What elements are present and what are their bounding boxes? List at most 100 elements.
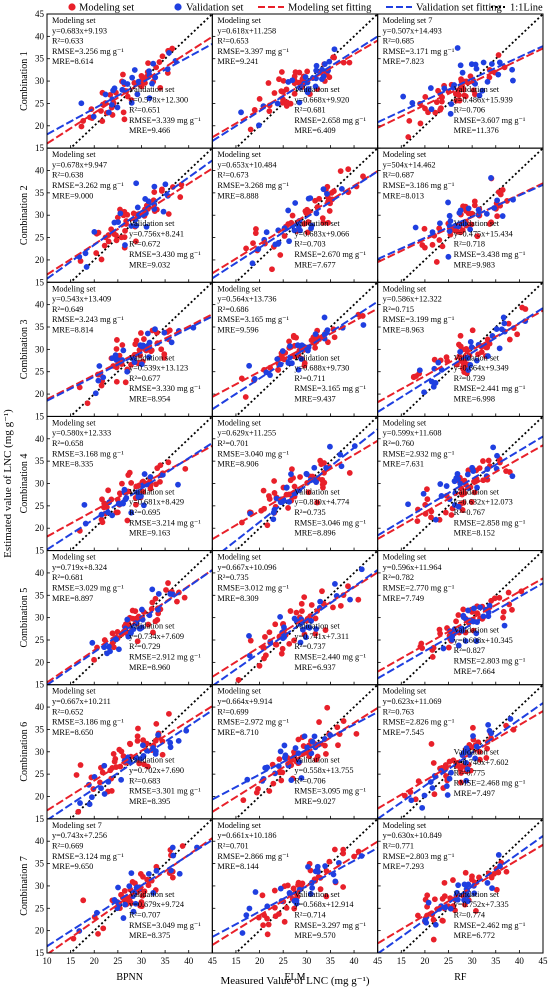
- y-tick-label: 40: [35, 568, 45, 578]
- validation-point: [317, 598, 324, 605]
- modeling-point: [406, 117, 413, 124]
- validation-point: [91, 229, 98, 235]
- validation-stat: y=0.702x+7.690: [129, 766, 184, 775]
- modeling-stat: MRE=8.614: [52, 57, 94, 66]
- modeling-point: [322, 742, 328, 749]
- validation-point: [113, 357, 120, 364]
- modeling-point: [326, 208, 333, 214]
- modeling-point: [319, 477, 325, 483]
- modeling-point: [128, 900, 135, 906]
- modeling-stat: y=0.667x+10.096: [217, 563, 276, 572]
- validation-point: [464, 766, 471, 773]
- validation-point: [467, 339, 474, 345]
- modeling-point: [166, 710, 172, 717]
- modeling-point: [250, 240, 256, 247]
- validation-stat: y=0.632x+12.073: [454, 498, 513, 507]
- legend-marker-validation: [174, 3, 182, 11]
- validation-point: [400, 93, 407, 100]
- modeling-point: [422, 105, 428, 112]
- validation-point: [448, 769, 454, 776]
- modeling-point: [337, 168, 344, 175]
- validation-point: [467, 226, 474, 233]
- validation-point: [255, 122, 262, 129]
- validation-point: [277, 885, 284, 892]
- modeling-stat: MRE=7.545: [383, 728, 424, 737]
- modeling-point: [174, 598, 180, 605]
- validation-point: [147, 474, 154, 480]
- y-tick-label: 40: [35, 166, 45, 176]
- modeling-stat: MRE=8.888: [217, 191, 258, 200]
- validation-point: [409, 100, 416, 106]
- modeling-stat: RMSE=3.029 mg g⁻¹: [52, 583, 124, 592]
- modeling-point: [497, 191, 504, 198]
- validation-point: [331, 46, 338, 53]
- modeling-point: [260, 487, 267, 494]
- modeling-point: [290, 885, 297, 892]
- modeling-point: [314, 753, 321, 760]
- modeling-point: [261, 655, 267, 662]
- modeling-point: [177, 194, 184, 200]
- validation-point: [101, 762, 108, 769]
- modeling-point: [503, 468, 509, 475]
- one-to-one-line: [69, 148, 213, 283]
- modeling-point: [455, 612, 462, 618]
- validation-point: [149, 80, 155, 87]
- validation-point: [107, 648, 113, 655]
- y-tick-label: 35: [35, 54, 45, 64]
- y-tick-label: 25: [35, 635, 45, 645]
- modeling-stat: y=0.580x+12.333: [52, 429, 111, 438]
- modeling-point: [456, 97, 463, 104]
- modeling-point: [439, 98, 445, 105]
- validation-point: [473, 65, 480, 72]
- modeling-stat: MRE=8.814: [52, 325, 94, 334]
- modeling-point: [470, 724, 476, 731]
- validation-point: [167, 739, 174, 746]
- modeling-point: [159, 186, 165, 193]
- validation-point: [86, 801, 93, 808]
- modeling-point: [132, 608, 139, 615]
- modeling-fit-line: [377, 444, 543, 540]
- validation-fit-line: [47, 569, 213, 685]
- modeling-stat: MRE=9.000: [52, 191, 93, 200]
- modeling-stat: Modeling set 7: [52, 821, 102, 830]
- modeling-point: [256, 95, 263, 102]
- modeling-point: [316, 719, 322, 725]
- modeling-stat: y=0.661x+10.186: [217, 831, 276, 840]
- y-tick-label: 25: [35, 233, 45, 243]
- modeling-point: [80, 897, 87, 904]
- validation-point: [473, 630, 480, 637]
- modeling-point: [331, 334, 338, 341]
- validation-point: [327, 443, 333, 450]
- modeling-stat: Modeling set: [383, 553, 427, 562]
- one-to-one-line: [234, 416, 378, 551]
- validation-point: [309, 885, 316, 891]
- validation-stat: Validation set: [129, 487, 175, 496]
- modeling-stat: Modeling set: [383, 418, 427, 427]
- modeling-stat: MRE=8.897: [52, 594, 93, 603]
- modeling-stat: R²=0.771: [383, 841, 414, 850]
- x-tick-label: 30: [302, 956, 312, 966]
- modeling-point: [109, 630, 116, 637]
- modeling-point: [140, 737, 147, 744]
- y-tick-label: 25: [35, 769, 45, 779]
- validation-stat: RMSE=3.301 mg g⁻¹: [129, 787, 201, 796]
- validation-stat: MRE=6.998: [454, 394, 495, 403]
- validation-point: [279, 348, 286, 354]
- validation-point: [309, 738, 316, 745]
- one-to-one-line: [234, 282, 378, 417]
- modeling-stat: y=0.667x+10.211: [52, 697, 111, 706]
- panel-r5-rf: Modeling sety=0.596x+11.964R²=0.782RMSE=…: [377, 550, 544, 686]
- modeling-point: [450, 877, 456, 883]
- modeling-point: [456, 92, 462, 99]
- validation-point: [304, 744, 311, 751]
- modeling-stat: MRE=9.241: [217, 57, 258, 66]
- modeling-point: [471, 198, 478, 205]
- modeling-stat: RMSE=2.770 mg g⁻¹: [383, 583, 455, 592]
- validation-point: [274, 356, 281, 363]
- validation-point: [176, 870, 183, 877]
- x-tick-label: 35: [326, 956, 336, 966]
- modeling-point: [243, 245, 249, 252]
